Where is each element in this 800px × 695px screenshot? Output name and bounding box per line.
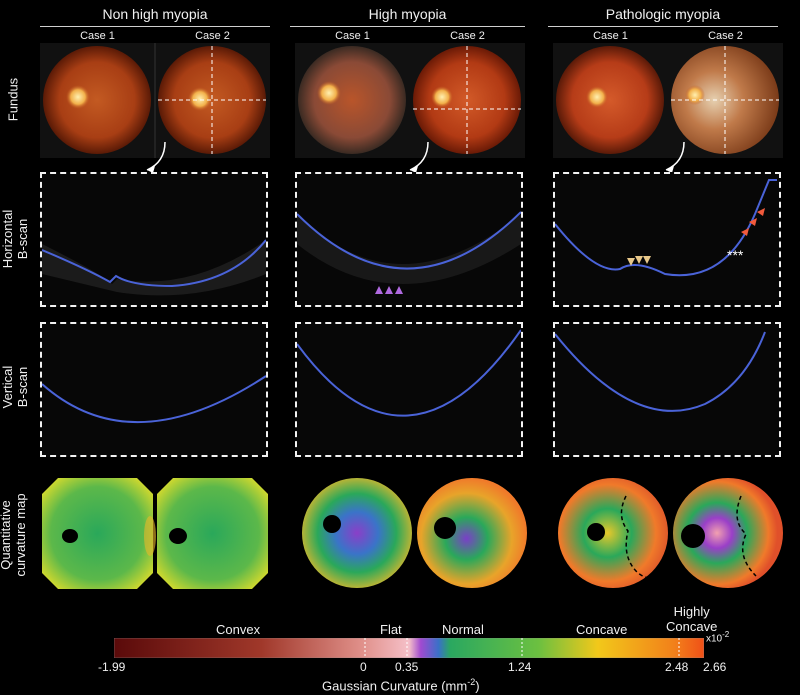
row-label-vertical-bscan: Vertical B-scan	[0, 365, 30, 409]
column-title-pathologic-myopia: Pathologic myopia	[605, 6, 721, 22]
curvature-map	[673, 478, 783, 588]
case-label: Case 1	[80, 30, 115, 42]
tick-label: 2.48	[665, 660, 689, 674]
colorbar-label-concave: Concave	[576, 622, 628, 637]
fundus-image-pair-pathologic	[553, 43, 783, 158]
asterisk-annotation: ***	[727, 247, 744, 263]
fundus-image	[556, 46, 664, 154]
curved-arrow-icon	[409, 141, 429, 173]
curvature-map	[558, 478, 668, 588]
curved-arrow-icon	[146, 141, 166, 173]
tick-label: -1.99	[98, 660, 126, 674]
curvature-map	[417, 478, 527, 588]
colorbar-label-normal: Normal	[442, 622, 484, 637]
row-label-horizontal-bscan: Horizontal B-scan	[0, 209, 30, 269]
colorbar-label-convex: Convex	[216, 622, 261, 637]
vertical-bscan-non-high	[40, 322, 268, 457]
horizontal-bscan-non-high	[40, 172, 268, 307]
curvature-map	[157, 478, 268, 589]
curvature-map-pair-high	[302, 478, 527, 588]
curvature-map	[42, 478, 153, 589]
column-title-non-high-myopia: Non high myopia	[102, 6, 208, 22]
column-rule	[40, 26, 270, 27]
fundus-image	[43, 46, 151, 154]
case-label: Case 2	[708, 30, 743, 42]
tick-label: 0.35	[395, 660, 419, 674]
fundus-image	[671, 46, 779, 154]
fundus-image-pair-high	[295, 43, 525, 158]
fundus-image	[158, 46, 266, 154]
curved-arrow-icon	[665, 141, 685, 173]
colorbar-label-flat: Flat	[380, 622, 402, 637]
column-rule	[548, 26, 778, 27]
colorbar-label-highly-concave: Highly Concave	[666, 604, 718, 634]
column-rule	[290, 26, 525, 27]
colorbar-axis-title: Gaussian Curvature (mm-2)	[322, 677, 480, 694]
case-label: Case 2	[195, 30, 230, 42]
horizontal-bscan-pathologic: ***	[553, 172, 781, 307]
tick-label: 1.24	[508, 660, 532, 674]
case-label: Case 1	[335, 30, 370, 42]
colorbar	[114, 638, 704, 658]
tick-label: 2.66	[703, 660, 727, 674]
case-label: Case 2	[450, 30, 485, 42]
colorbar-exponent: x10-2	[706, 630, 730, 645]
curvature-map	[302, 478, 412, 588]
row-label-fundus: Fundus	[5, 77, 21, 122]
vertical-bscan-pathologic	[553, 322, 781, 457]
horizontal-bscan-high	[295, 172, 523, 307]
curvature-map-pair-pathologic	[558, 478, 783, 588]
fundus-image	[413, 46, 521, 154]
vertical-bscan-high	[295, 322, 523, 457]
column-title-high-myopia: High myopia	[368, 6, 447, 22]
tick-label: 0	[360, 660, 367, 674]
row-label-curvature-map: Quantitative curvature map	[0, 493, 28, 577]
case-label: Case 1	[593, 30, 628, 42]
fundus-image-pair-non-high	[40, 43, 270, 158]
curvature-map-pair-non-high	[42, 478, 268, 589]
fundus-image	[298, 46, 406, 154]
